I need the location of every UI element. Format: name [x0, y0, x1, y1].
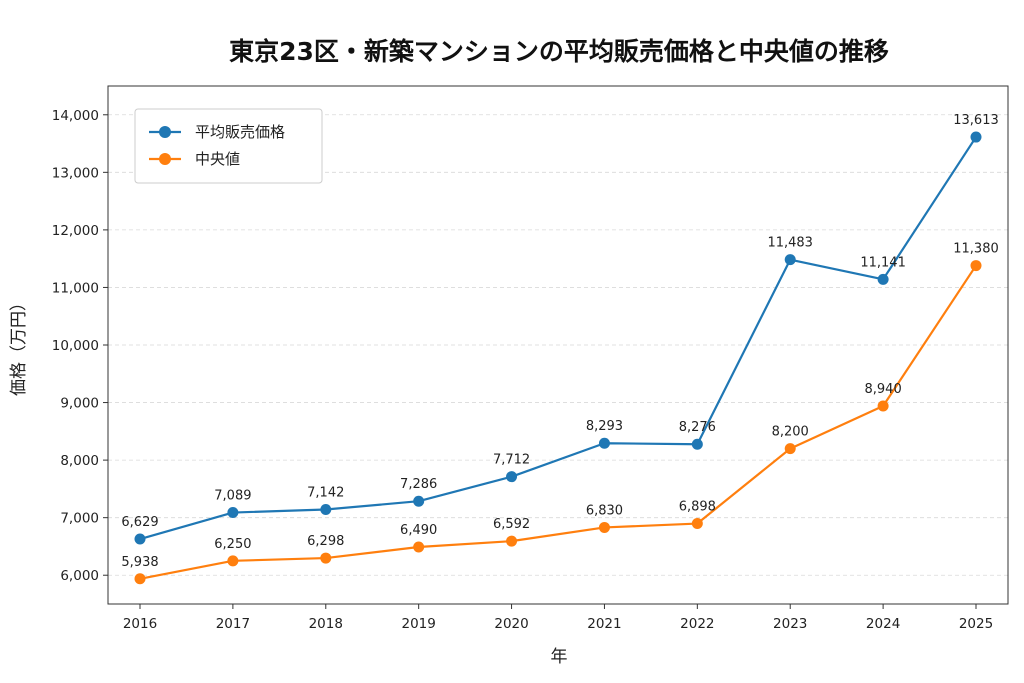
legend-label-average: 平均販売価格	[195, 123, 285, 141]
point-median-2025	[970, 260, 982, 272]
data-label-median-2018: 6,298	[307, 534, 344, 549]
data-label-median-2022: 6,898	[679, 500, 716, 515]
x-tick-label-2025: 2025	[959, 616, 993, 632]
point-median-2024	[877, 400, 889, 412]
data-label-average-2023: 11,483	[767, 236, 813, 251]
data-label-average-2021: 8,293	[586, 419, 623, 434]
x-axis: 2016 2017 2018 2019 2020 2021 2022 2023 2024 2025	[123, 604, 993, 632]
y-tick-label-14000: 14,000	[52, 108, 99, 124]
y-tick-label-8000: 8,000	[60, 453, 99, 469]
point-average-2024	[877, 273, 889, 285]
y-tick-label-13000: 13,000	[52, 165, 99, 181]
x-tick-label-2021: 2021	[587, 616, 621, 632]
y-tick-label-12000: 12,000	[52, 223, 99, 239]
point-median-2019	[413, 541, 425, 553]
y-tick-label-11000: 11,000	[52, 280, 99, 296]
point-median-2022	[691, 518, 703, 530]
x-axis-label: 年	[551, 647, 568, 667]
point-median-2018	[320, 552, 332, 564]
data-label-median-2024: 8,940	[865, 382, 902, 397]
point-average-2025	[970, 131, 982, 143]
point-average-2020	[506, 471, 518, 483]
data-label-median-2017: 6,250	[214, 537, 251, 552]
point-median-2021	[598, 521, 610, 533]
x-tick-label-2023: 2023	[773, 616, 807, 632]
point-median-2020	[506, 535, 518, 547]
y-tick-label-6000: 6,000	[60, 568, 99, 584]
x-tick-label-2016: 2016	[123, 616, 157, 632]
grid-lines	[108, 114, 1008, 576]
data-label-median-2021: 6,830	[586, 503, 623, 518]
x-tick-label-2024: 2024	[866, 616, 900, 632]
legend-label-median: 中央値	[195, 150, 240, 168]
point-average-2017	[227, 507, 239, 519]
data-label-median-2019: 6,490	[400, 523, 437, 538]
point-average-2021	[598, 437, 610, 449]
data-labels: 6,629 7,089 7,142 7,286 7,712 8,293 8,276 11,48…	[121, 113, 998, 570]
data-label-median-2016: 5,938	[121, 555, 158, 570]
data-label-average-2019: 7,286	[400, 477, 437, 492]
y-axis-label: 価格（万円）	[9, 294, 29, 396]
y-tick-label-10000: 10,000	[52, 338, 99, 354]
y-axis: 6,000 7,000 8,000 9,000 10,000 11,000 12,000 13…	[52, 108, 108, 584]
data-label-average-2025: 13,613	[953, 113, 999, 128]
series-line-average	[139, 136, 977, 541]
legend: 平均販売価格 中央値	[134, 108, 323, 184]
x-tick-label-2022: 2022	[680, 616, 714, 632]
legend-frame	[134, 108, 323, 184]
data-label-average-2016: 6,629	[121, 515, 158, 530]
point-average-2022	[691, 438, 703, 450]
point-average-2018	[320, 503, 332, 515]
legend-marker-median	[159, 153, 171, 165]
data-label-average-2024: 11,141	[860, 255, 906, 270]
x-tick-label-2017: 2017	[216, 616, 250, 632]
data-label-average-2017: 7,089	[214, 489, 251, 504]
chart-title: 東京23区・新築マンションの平均販売価格と中央値の推移	[229, 37, 889, 66]
point-median-2017	[227, 555, 239, 567]
legend-marker-average	[159, 126, 171, 138]
data-label-average-2020: 7,712	[493, 453, 530, 468]
x-tick-label-2018: 2018	[309, 616, 343, 632]
x-tick-label-2020: 2020	[494, 616, 528, 632]
series-layer	[134, 131, 982, 585]
data-label-median-2025: 11,380	[953, 242, 999, 257]
point-average-2023	[784, 254, 796, 266]
data-label-median-2020: 6,592	[493, 517, 530, 532]
series-line-median	[139, 264, 977, 580]
x-tick-label-2019: 2019	[401, 616, 435, 632]
point-median-2023	[784, 443, 796, 455]
point-average-2016	[134, 533, 146, 545]
y-tick-label-9000: 9,000	[60, 396, 99, 412]
data-label-average-2018: 7,142	[307, 485, 344, 500]
point-median-2016	[134, 573, 146, 585]
data-label-average-2022: 8,276	[679, 420, 716, 435]
data-label-median-2023: 8,200	[772, 425, 809, 440]
point-average-2019	[413, 495, 425, 507]
y-tick-label-7000: 7,000	[60, 511, 99, 527]
